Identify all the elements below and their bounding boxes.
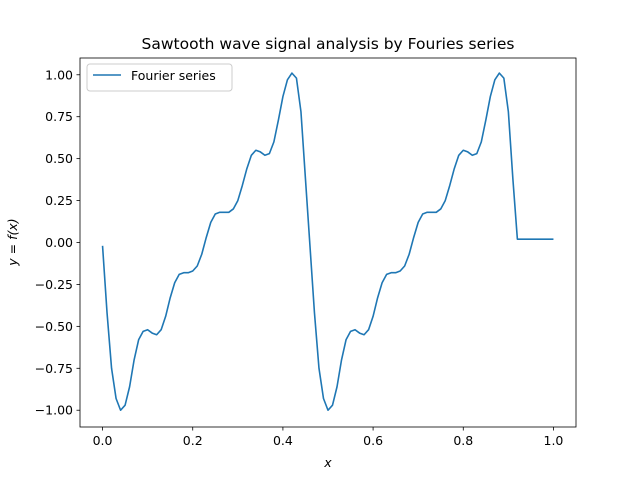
y-tick-label: 0.25: [45, 193, 73, 208]
x-tick-label: 0.2: [183, 433, 203, 448]
x-tick-label: 0.6: [363, 433, 383, 448]
y-tick-label: −1.00: [35, 403, 73, 418]
legend-label: Fourier series: [131, 68, 216, 83]
y-tick-label: −0.50: [35, 319, 73, 334]
x-tick-label: 0.0: [93, 433, 113, 448]
x-tick-label: 0.4: [273, 433, 293, 448]
y-tick-label: 0.00: [45, 235, 73, 250]
y-tick-label: 0.50: [45, 151, 73, 166]
y-axis-label: y = f(x): [5, 218, 20, 266]
y-tick-label: 1.00: [45, 67, 73, 82]
x-axis-label: x: [323, 455, 332, 470]
series-layer: [101, 72, 554, 412]
y-tick-label: −0.25: [35, 277, 73, 292]
y-tick-label: 0.75: [45, 109, 73, 124]
plot-frame: [79, 57, 577, 428]
legend-box: [86, 63, 233, 92]
legend: Fourier series: [86, 63, 233, 92]
chart-title: Sawtooth wave signal analysis by Fouries…: [142, 35, 515, 53]
y-axis-ticks: −1.00 −0.75 −0.50 −0.25 0.00 0.25 0.50 0.75 1.00: [35, 67, 80, 418]
series-line-0: [101, 72, 554, 412]
y-tick-label: −0.75: [35, 361, 73, 376]
x-tick-label: 1.0: [544, 433, 564, 448]
x-tick-label: 0.8: [453, 433, 473, 448]
x-axis-ticks: 0.0 0.2 0.4 0.6 0.8 1.0: [93, 427, 564, 448]
